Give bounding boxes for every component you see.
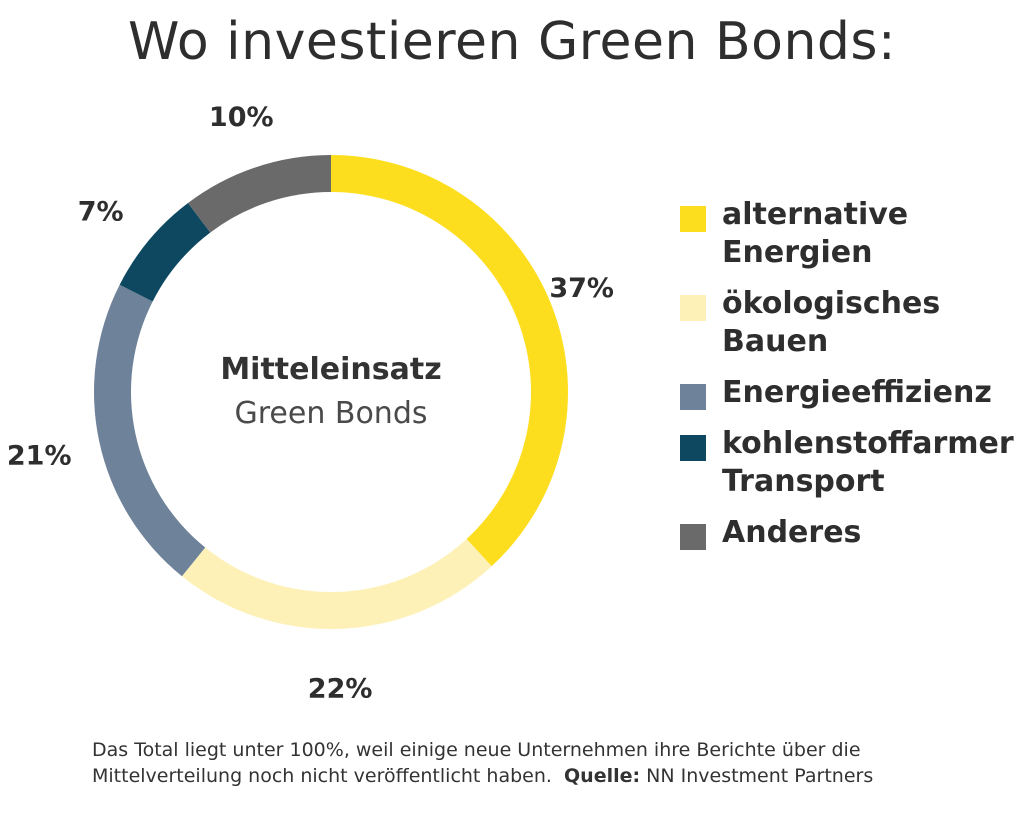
legend-swatch xyxy=(680,524,706,550)
legend: alternative Energien ökologisches Bauen … xyxy=(680,196,1014,552)
center-label-title: Mitteleinsatz xyxy=(220,352,442,387)
legend-label: Energien xyxy=(722,235,873,270)
legend-item-alternative-energien: alternative Energien xyxy=(680,196,1014,272)
center-label-subtitle: Green Bonds xyxy=(234,396,428,431)
source-label: Quelle: xyxy=(564,765,641,787)
legend-swatch xyxy=(680,435,706,461)
footnote: Das Total liegt unter 100%, weil einige … xyxy=(92,737,992,789)
legend-label: alternative xyxy=(722,197,909,232)
legend-label: kohlenstoffarmer xyxy=(722,426,1014,461)
donut-slice-3 xyxy=(94,284,206,577)
legend-swatch xyxy=(680,384,706,410)
chart-title: Wo investieren Green Bonds: xyxy=(127,12,897,72)
legend-label: Anderes xyxy=(722,515,862,550)
legend-label: ökologisches xyxy=(722,286,941,321)
donut-slice-4 xyxy=(119,203,211,302)
donut-slice-1 xyxy=(331,155,568,567)
donut-slice-2 xyxy=(181,539,492,629)
legend-item-energieeffizienz: Energieeffizienz xyxy=(680,374,1014,412)
footnote-text: Das Total liegt unter 100%, weil einige … xyxy=(92,739,861,787)
slice-value-label: 22% xyxy=(308,673,373,704)
legend-swatch xyxy=(680,206,706,232)
legend-label: Energieeffizienz xyxy=(722,375,992,410)
legend-item-oekologisches-bauen: ökologisches Bauen xyxy=(680,285,1014,361)
legend-swatch xyxy=(680,295,706,321)
legend-item-kohlenstoffarmer-transport: kohlenstoffarmer Transport xyxy=(680,425,1014,501)
slice-value-label: 7% xyxy=(78,197,124,228)
legend-item-anderes: Anderes xyxy=(680,514,1014,552)
donut-slice-5 xyxy=(187,155,331,233)
source-name: NN Investment Partners xyxy=(646,765,874,787)
legend-label: Transport xyxy=(722,464,885,499)
slice-value-label: 21% xyxy=(7,440,72,471)
legend-label: Bauen xyxy=(722,324,829,359)
slice-value-label: 10% xyxy=(209,102,274,133)
slice-value-label: 37% xyxy=(549,273,614,304)
